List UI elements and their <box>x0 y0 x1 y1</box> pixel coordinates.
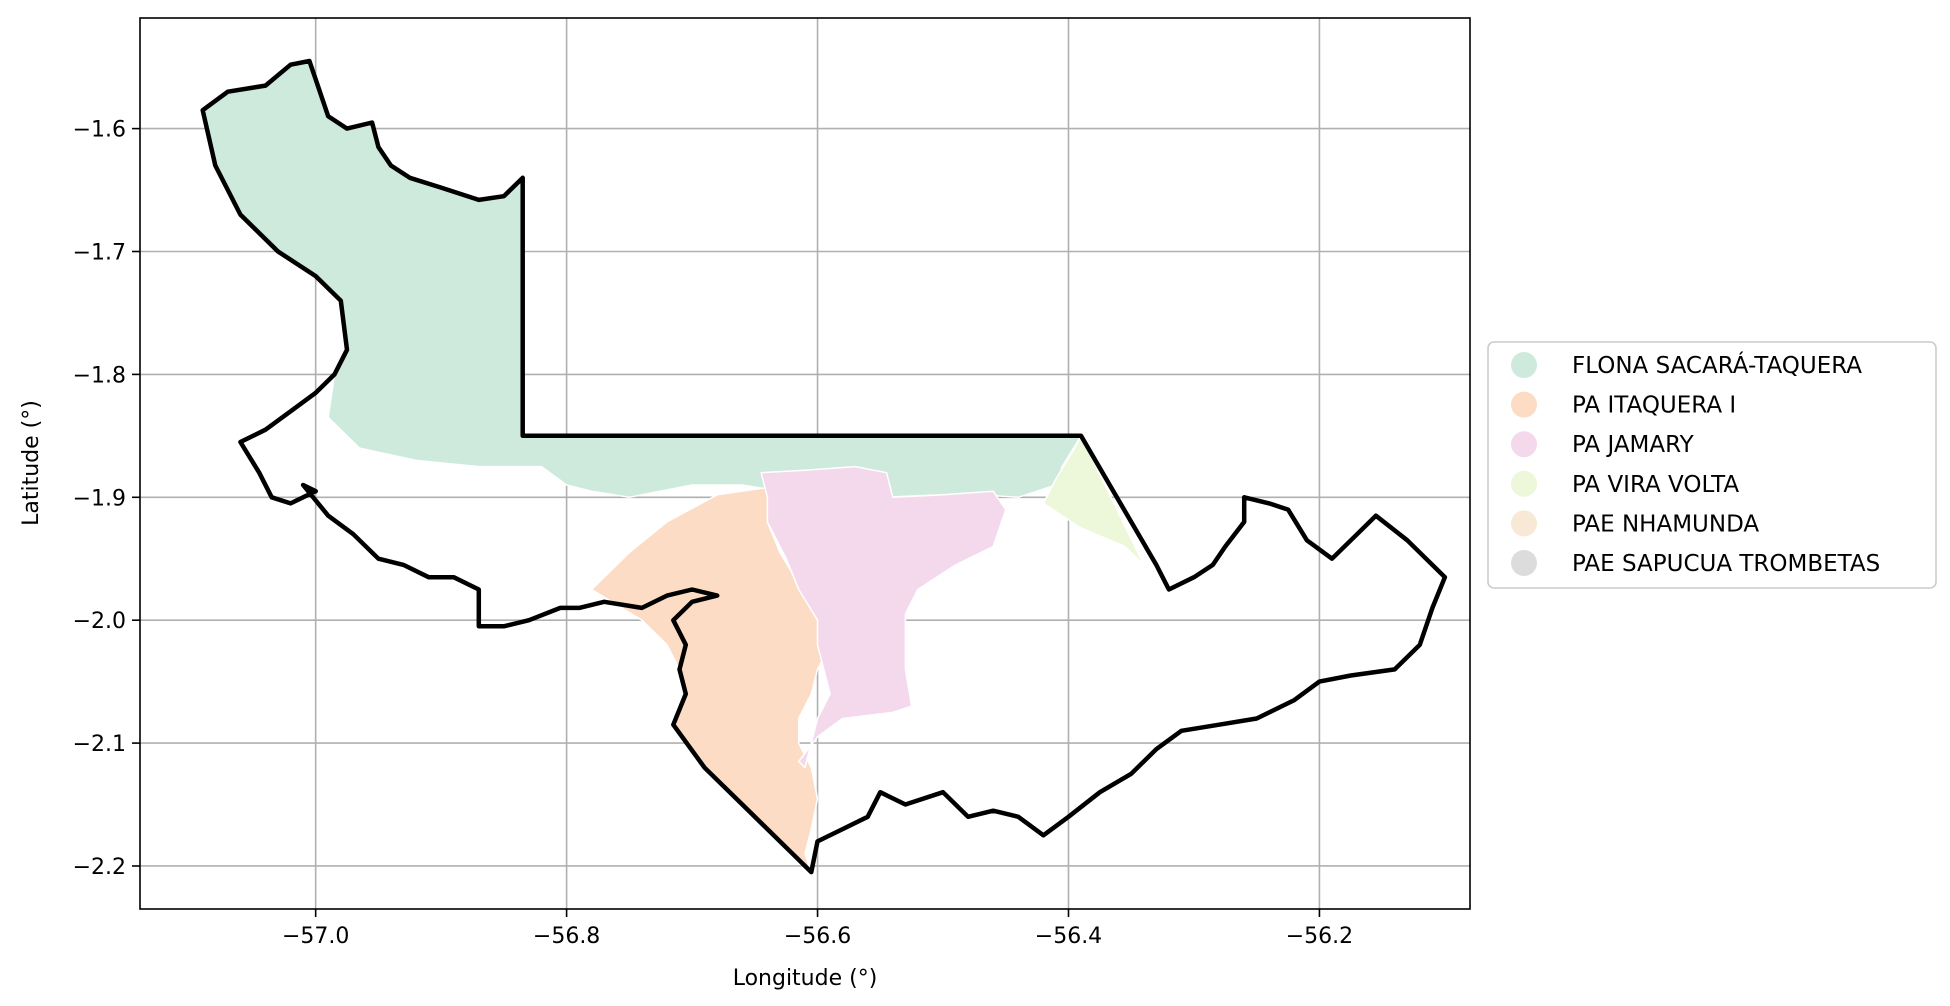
protected-areas <box>201 60 1145 873</box>
y-tick-label: −1.8 <box>73 363 126 388</box>
legend-label: PA JAMARY <box>1572 432 1695 458</box>
x-tick-label: −57.0 <box>282 924 349 949</box>
boundary-line <box>200 58 1448 875</box>
legend: FLONA SACARÁ-TAQUERA PA ITAQUERA I PA JAMA… <box>1487 341 1937 589</box>
y-tick-label: −1.9 <box>73 486 126 511</box>
y-axis-title: Latitude (°) <box>19 400 44 526</box>
x-tick-label: −56.8 <box>533 924 600 949</box>
legend-label: PAE NHAMUNDA <box>1572 511 1759 537</box>
x-axis-title: Longitude (°) <box>733 966 878 991</box>
y-tick-label: −2.1 <box>73 732 126 757</box>
legend-marker <box>1511 470 1537 497</box>
x-tick-label: −56.2 <box>1286 924 1353 949</box>
legend-marker <box>1511 352 1537 378</box>
axis-ticks: −57.0 −56.8 −56.6 −56.4 −56.2 −1.6 −1.7 −1.8 −1.… <box>73 118 1354 949</box>
x-tick-label: −56.6 <box>784 924 851 949</box>
legend-marker <box>1511 431 1537 458</box>
legend-marker <box>1511 510 1537 537</box>
y-tick-label: −2.2 <box>73 855 126 880</box>
legend-frame <box>1487 341 1937 589</box>
x-tick-label: −56.4 <box>1035 924 1102 949</box>
area-pa-jamary <box>760 465 1007 769</box>
legend-marker <box>1511 391 1537 418</box>
y-tick-label: −2.0 <box>73 609 126 634</box>
legend-label: PA VIRA VOLTA <box>1572 472 1739 498</box>
region-boundary <box>200 58 1448 875</box>
legend-marker <box>1511 550 1537 576</box>
legend-label: PAE SAPUCUA TROMBETAS <box>1572 551 1880 577</box>
legend-label: FLONA SACARÁ-TAQUERA <box>1572 351 1862 379</box>
y-tick-label: −1.7 <box>73 241 126 266</box>
y-tick-label: −1.6 <box>73 118 126 143</box>
legend-label: PA ITAQUERA I <box>1572 393 1736 419</box>
plot-frame <box>139 17 1471 910</box>
